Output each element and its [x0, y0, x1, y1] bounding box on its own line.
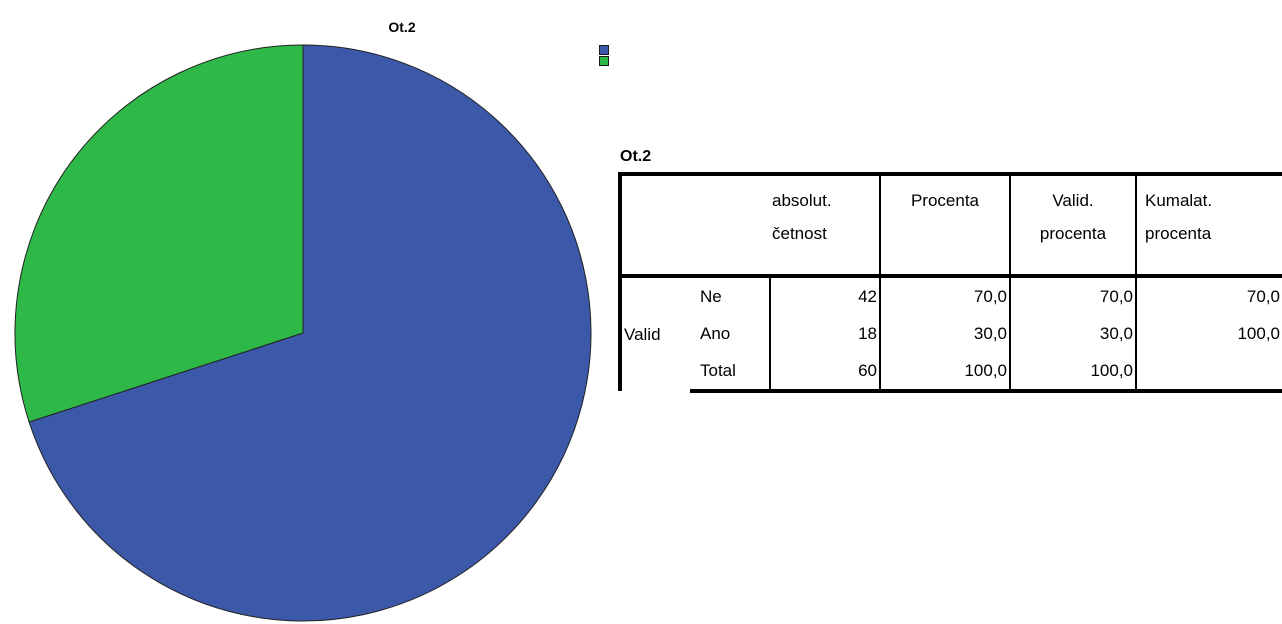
pie-chart — [14, 44, 592, 622]
cell-percent: 100,0 — [880, 352, 1011, 393]
cell-count: 42 — [770, 274, 881, 315]
legend-swatch-ne — [599, 45, 609, 55]
row-label: Ano — [690, 315, 771, 352]
header-corner — [618, 172, 770, 276]
legend-swatch-ano — [599, 56, 609, 66]
row-label: Ne — [690, 274, 771, 315]
table-row: Valid Ne 42 70,0 70,0 70,0 — [618, 274, 1282, 391]
row-label: Total — [690, 352, 771, 393]
cell-count: 60 — [770, 352, 881, 393]
cell-cumulative-percent: 100,0 — [1136, 315, 1282, 352]
table-header-row: absolut. četnost Procenta Valid. procent… — [618, 172, 1282, 276]
cell-count: 18 — [770, 315, 881, 352]
header-percent: Procenta — [880, 172, 1011, 276]
frequency-table: absolut. četnost Procenta Valid. procent… — [618, 172, 1282, 393]
table-row: Ano 18 30,0 30,0 100,0 — [620, 315, 1282, 352]
pie-slice-ano — [14, 44, 304, 423]
table-row: Total 60 100,0 100,0 — [620, 352, 1282, 393]
cell-cumulative-percent: 70,0 — [1136, 274, 1282, 315]
header-valid-percent: Valid. procenta — [1010, 172, 1137, 276]
table-title: Ot.2 — [620, 148, 652, 165]
chart-title: Ot.2 — [388, 19, 416, 35]
cell-cumulative-percent — [1136, 352, 1282, 393]
cell-percent: 30,0 — [880, 315, 1011, 352]
header-cumulative-percent: Kumalat. procenta — [1136, 172, 1282, 276]
group-label: Valid — [618, 274, 690, 391]
cell-valid-percent: 100,0 — [1010, 352, 1137, 393]
pie-slice-ne — [28, 44, 592, 622]
cell-percent: 70,0 — [880, 274, 1011, 315]
header-count: absolut. četnost — [770, 172, 881, 276]
chart-legend — [599, 45, 609, 67]
cell-valid-percent: 70,0 — [1010, 274, 1137, 315]
cell-valid-percent: 30,0 — [1010, 315, 1137, 352]
